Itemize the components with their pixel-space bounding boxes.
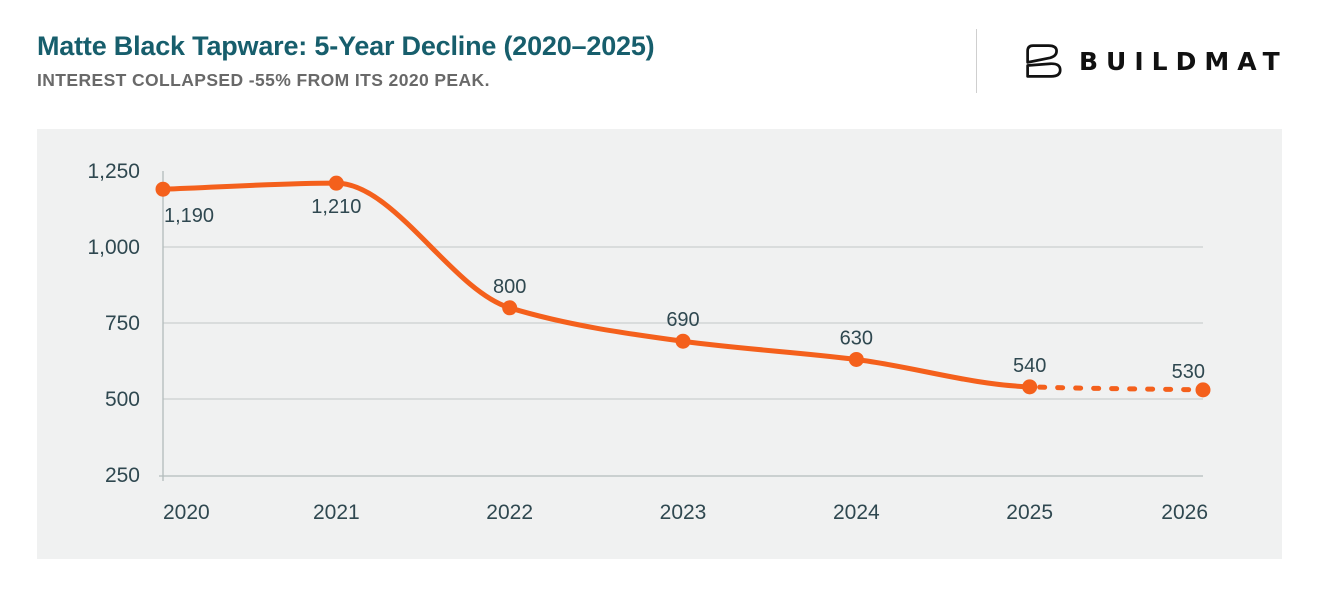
data-point-label: 540	[1013, 355, 1046, 377]
header-divider	[976, 29, 977, 93]
chart-card: 1,250 1,000 750 500 250 2020 2021 2022 2023 2024 2…	[37, 129, 1282, 559]
x-tick-label: 2022	[486, 501, 533, 524]
y-tick-label: 1,000	[87, 236, 140, 259]
data-point	[502, 300, 518, 316]
brand-name: BUILDMAT	[1079, 46, 1288, 76]
series-line-projected	[1027, 384, 1206, 393]
data-point-label: 630	[840, 327, 873, 349]
data-point-label: 530	[1172, 361, 1205, 383]
data-point-label: 800	[493, 276, 526, 298]
data-point	[328, 175, 344, 191]
brand-lockup: BUILDMAT	[976, 28, 1288, 94]
data-point	[155, 181, 171, 197]
line-chart: 1,250 1,000 750 500 250 2020 2021 2022 2023 2024 2…	[87, 160, 1211, 524]
data-point	[1022, 379, 1038, 395]
page-title: Matte Black Tapware: 5-Year Decline (202…	[37, 31, 655, 61]
x-tick-label: 2021	[313, 501, 360, 524]
data-point-label: 1,190	[164, 205, 214, 227]
data-point-label: 1,210	[311, 196, 361, 218]
x-tick-label: 2020	[163, 501, 210, 524]
x-tick-label: 2025	[1006, 501, 1053, 524]
data-point	[1195, 382, 1211, 398]
x-tick-label: 2023	[660, 501, 707, 524]
header: Matte Black Tapware: 5-Year Decline (202…	[37, 0, 1320, 129]
data-point	[675, 333, 691, 349]
x-tick-label: 2026	[1161, 501, 1208, 524]
page-subtitle: INTEREST COLLAPSED -55% FROM ITS 2020 PE…	[37, 70, 490, 91]
y-tick-label: 1,250	[87, 160, 140, 183]
data-point	[848, 351, 864, 367]
buildmat-ribbon-b-icon	[1026, 44, 1062, 78]
y-tick-label: 500	[105, 388, 140, 411]
y-tick-label: 250	[105, 464, 140, 487]
data-point-label: 690	[666, 309, 699, 331]
title-block: Matte Black Tapware: 5-Year Decline (202…	[37, 31, 655, 91]
y-tick-label: 750	[105, 312, 140, 335]
x-tick-label: 2024	[833, 501, 880, 524]
series-line-solid	[160, 180, 1033, 390]
